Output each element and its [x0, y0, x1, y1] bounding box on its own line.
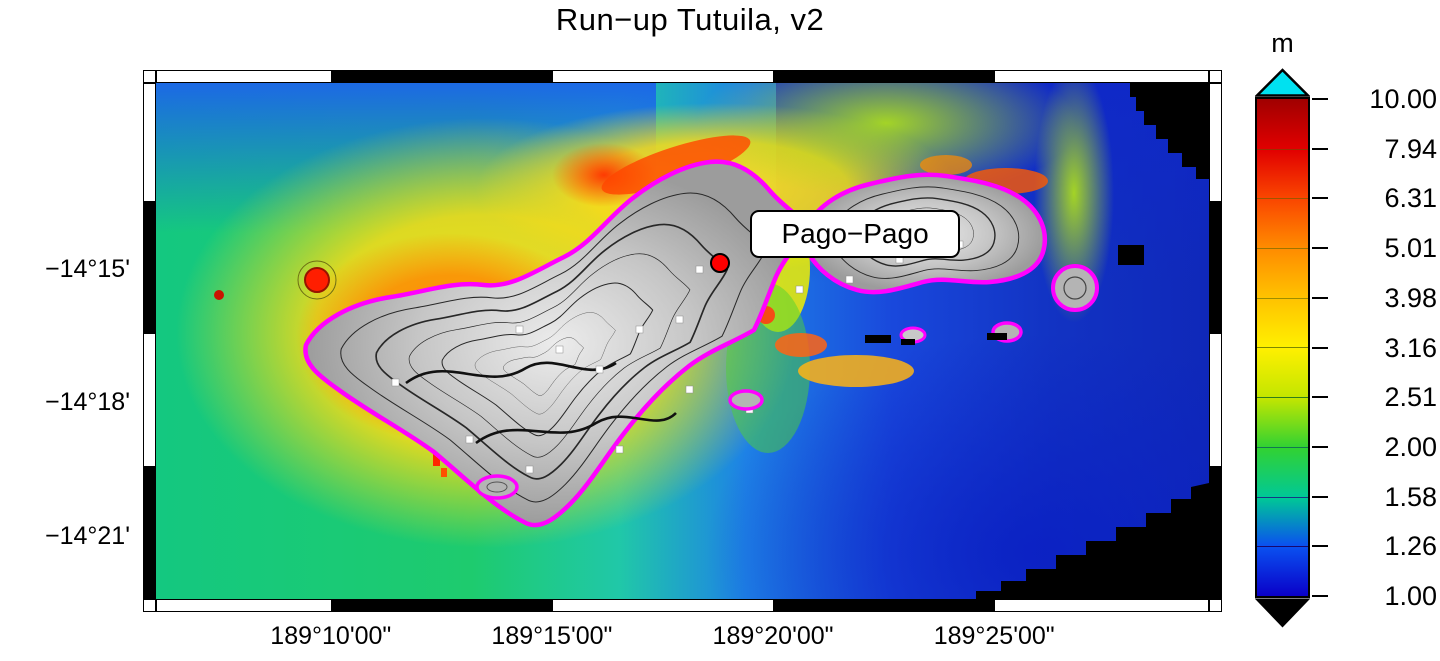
runup-streak-east [1034, 83, 1114, 323]
nodata-regions [865, 83, 1209, 599]
colorbar-tick [1312, 396, 1328, 399]
colorbar-segment [1257, 496, 1308, 547]
colorbar-tick-value: 10.00 [1369, 84, 1437, 114]
pago-pago-label: Pago−Pago [749, 209, 961, 259]
colorbar-segment [1257, 297, 1308, 348]
colorbar-tick [1312, 545, 1328, 548]
figure-title: Run−up Tutuila, v2 [555, 2, 825, 37]
runup-orange-south2 [775, 333, 827, 357]
runup-red-spot [304, 267, 330, 293]
y-tick-label: −14°15' [45, 255, 130, 284]
x-tick-label: 189°20'00" [712, 622, 834, 650]
frame-segment [772, 71, 995, 82]
runup-orange-ne [920, 155, 972, 175]
colorbar-tick-value: 6.31 [1384, 183, 1437, 214]
y-axis-labels: −14°15' −14°18' −14°21' [0, 153, 134, 661]
runup-field [156, 83, 1209, 599]
colorbar-tick [1312, 346, 1328, 349]
colorbar-tick-value: 1.00 [1384, 581, 1437, 611]
colorbar-tick-value: 3.16 [1384, 332, 1437, 363]
frame-segment [144, 332, 155, 468]
colorbar-unit-label: m [1271, 28, 1294, 58]
frame-segment [144, 200, 155, 334]
frame-corner [1209, 599, 1222, 612]
frame-segment [993, 71, 1208, 82]
colorbar-segment [1257, 446, 1308, 497]
colorbar-segment [1257, 397, 1308, 447]
frame-corner [1209, 70, 1222, 83]
runup-red-westcoast2 [441, 468, 447, 477]
frame-segment [331, 600, 554, 611]
colorbar-tick-value: 1.26 [1384, 531, 1437, 562]
frame-segment [144, 466, 155, 598]
colorbar-tick-value: 3.98 [1384, 282, 1437, 313]
runup-red-coast [601, 135, 751, 195]
frame-band-left [143, 83, 156, 599]
colorbar-tick-value: 7.94 [1384, 133, 1437, 164]
colorbar-tick [1312, 445, 1328, 448]
map-canvas: Pago−Pago [156, 83, 1209, 599]
islets [475, 264, 1099, 500]
frame-band-right [1209, 83, 1222, 599]
frame-corner [143, 599, 156, 612]
frame-band-top [156, 70, 1209, 83]
frame-segment [552, 600, 774, 611]
runup-contour-ring [297, 260, 337, 300]
frame-segment [144, 84, 155, 201]
frame-segment [331, 71, 554, 82]
frame-segment [1210, 84, 1221, 201]
frame-segment [1210, 200, 1221, 334]
colorbar-tick [1312, 247, 1328, 250]
colorbar-segment [1257, 347, 1308, 398]
frame-segment [1210, 466, 1221, 598]
colorbar-tick [1312, 147, 1328, 150]
colorbar-scale [1255, 97, 1310, 598]
ocean-bottomright-darkblue [706, 333, 1209, 599]
colorbar-tick [1312, 197, 1328, 200]
runup-orange-south [798, 355, 914, 387]
frame-segment [157, 71, 332, 82]
y-tick-label: −14°18' [45, 387, 130, 416]
frame-segment [1210, 332, 1221, 468]
x-tick-label: 189°10'00" [270, 622, 392, 650]
frame-segment [552, 71, 774, 82]
colorbar-arrow-up-icon [1255, 68, 1310, 97]
colorbar-arrow-down-icon [1255, 598, 1310, 628]
frame-segment [993, 600, 1208, 611]
colorbar-tick-value: 2.00 [1384, 431, 1437, 462]
colorbar-segment [1257, 148, 1308, 199]
pago-pago-marker [709, 253, 730, 274]
frame-segment [772, 600, 995, 611]
colorbar-tick [1312, 296, 1328, 299]
colorbar-segment [1257, 198, 1308, 249]
colorbar-tick [1312, 495, 1328, 498]
frame-band-bottom [156, 599, 1209, 612]
colorbar-tick-value: 2.51 [1384, 382, 1437, 413]
frame-corner [143, 70, 156, 83]
runup-red-spot-small [214, 290, 224, 300]
colorbar-tick-value: 5.01 [1384, 233, 1437, 264]
colorbar-segment [1257, 546, 1308, 596]
colorbar-tick [1312, 595, 1328, 597]
y-tick-label: −14°21' [45, 521, 130, 550]
colorbar-tick-value: 1.58 [1384, 481, 1437, 512]
frame-segment [157, 600, 332, 611]
map-frame: Pago−Pago [143, 70, 1222, 612]
x-tick-label: 189°15'00" [491, 622, 613, 650]
colorbar-segment [1257, 248, 1308, 298]
runup-red-westcoast [433, 451, 440, 466]
x-axis-labels: 189°10'00" 189°15'00" 189°20'00" 189°25'00" [156, 622, 1209, 658]
colorbar-segment [1257, 99, 1308, 149]
colorbar-tick [1312, 98, 1328, 100]
runup-green-top [696, 83, 1076, 198]
x-tick-label: 189°25'00" [933, 622, 1055, 650]
colorbar: m 10.00 7.94 6.31 5.01 3.98 3.16 2.51 2.00 1.58 1… [1255, 28, 1440, 648]
